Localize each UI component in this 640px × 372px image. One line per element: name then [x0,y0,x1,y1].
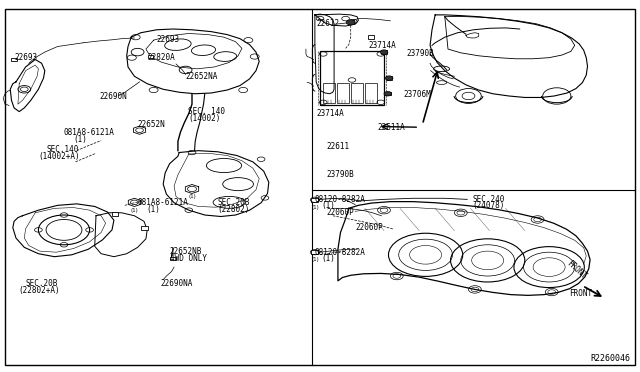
Text: 4WD ONLY: 4WD ONLY [170,254,207,263]
Text: 22652N: 22652N [138,120,165,129]
Text: (24078): (24078) [472,201,505,210]
Bar [113,212,118,216]
Text: 22060P: 22060P [326,208,354,217]
Text: (1): (1) [74,135,88,144]
Bar [337,83,349,103]
Text: 23714A: 23714A [316,109,344,118]
Bar [365,83,377,103]
Text: 23790B: 23790B [326,170,354,179]
Circle shape [346,20,355,25]
Circle shape [380,50,388,54]
Text: 22652NB: 22652NB [170,247,202,256]
Bar [348,20,354,24]
Bar [323,83,335,103]
Text: FRONT: FRONT [564,259,588,281]
Bar [11,58,17,61]
Text: 22820A: 22820A [147,53,175,62]
Circle shape [384,92,392,96]
Bar [387,76,392,80]
Text: 22693: 22693 [157,35,180,44]
Text: 22690NA: 22690NA [160,279,193,288]
Text: 08120-8282A: 08120-8282A [315,248,365,257]
Text: 08120-8282A: 08120-8282A [315,195,365,203]
Text: (1): (1) [321,254,335,263]
Text: SEC.20B: SEC.20B [218,198,250,207]
Text: 22690N: 22690N [99,92,127,101]
Text: 22612: 22612 [317,19,340,28]
Bar [170,257,175,260]
Text: 081A8-6121A: 081A8-6121A [138,198,188,207]
Text: SEC. 140: SEC. 140 [188,107,225,116]
Bar [368,35,374,39]
Text: 22060P: 22060P [355,223,383,232]
Text: 22693: 22693 [14,53,37,62]
Text: (1): (1) [311,205,319,209]
Bar [147,55,153,58]
Bar [312,198,319,202]
Text: (1): (1) [188,194,196,199]
Bar [320,51,384,105]
Text: SEC.140: SEC.140 [46,145,79,154]
Text: (1): (1) [321,201,335,210]
Bar [385,92,390,95]
Text: (14002): (14002) [188,114,221,123]
Text: 23706M: 23706M [403,90,431,99]
Text: 081A8-6121A: 081A8-6121A [64,128,115,137]
Text: 23714A: 23714A [368,41,396,50]
Text: SEC.240: SEC.240 [472,195,505,203]
Text: (22802): (22802) [218,205,250,214]
Circle shape [385,76,393,80]
Text: (22802+A): (22802+A) [18,286,60,295]
Text: R2260046: R2260046 [590,354,630,363]
Text: 23790B: 23790B [406,49,434,58]
Bar [351,83,363,103]
Text: SEC.20B: SEC.20B [26,279,58,288]
Bar [381,50,387,54]
Text: FRONT: FRONT [570,289,593,298]
Bar [141,226,148,230]
Text: (1): (1) [311,257,319,262]
Bar [312,250,319,254]
Text: 22611A: 22611A [378,123,405,132]
Text: (1): (1) [131,208,138,212]
Text: 22611: 22611 [326,142,349,151]
Text: (1): (1) [146,205,160,214]
Text: (14002+A): (14002+A) [38,153,80,161]
Text: 22652NA: 22652NA [186,72,218,81]
